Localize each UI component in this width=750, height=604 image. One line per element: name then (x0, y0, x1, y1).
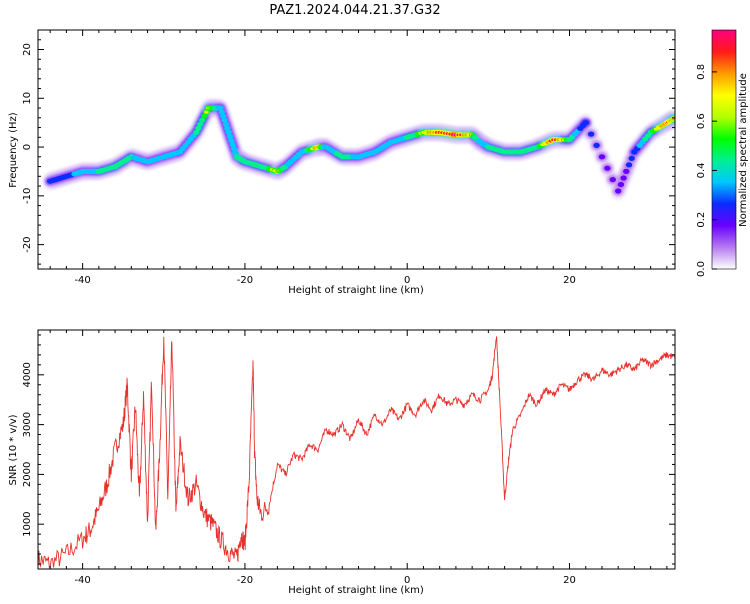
y-tick-label: 2000 (22, 462, 33, 487)
y-tick-label: -10 (22, 188, 33, 204)
spectrogram-panel: -40 -20 0 20 -20 -10 0 10 20 Height of straight … (8, 29, 676, 296)
x-tick-label: 20 (563, 575, 576, 586)
y-tick-label: -20 (22, 236, 33, 252)
x-tick-label: -20 (237, 575, 253, 586)
colorbar-tick-label: 0.8 (696, 64, 707, 80)
spectral-peak-mark (197, 121, 204, 127)
y-tick-label: 1000 (22, 511, 33, 536)
spectral-peak-mark (230, 146, 238, 152)
spectral-peak-mark (615, 188, 622, 194)
spectral-peak-mark (201, 113, 208, 119)
spectral-peak-mark (617, 181, 625, 188)
x-tick-label: 0 (404, 575, 410, 586)
spectrogram-halo (42, 99, 675, 200)
spectral-peak-mark (222, 121, 230, 127)
x-tick-label: -40 (74, 275, 90, 286)
snr-frame (37, 329, 676, 570)
spectral-peak-mark (199, 117, 206, 123)
spectrogram-xlabel: Height of straight line (km) (288, 285, 424, 296)
colorbar-tick-label: 0.6 (696, 113, 707, 129)
x-tick-label: 20 (563, 275, 576, 286)
colorbar-bar (712, 30, 736, 269)
colorbar-label: Normalized spectral amplitude (738, 73, 749, 227)
x-tick-label: -20 (237, 275, 253, 286)
spectral-peak-mark (623, 168, 630, 174)
spectral-peak-mark (620, 175, 627, 181)
spectral-peak-mark (228, 138, 235, 144)
spectral-max-mark (204, 110, 209, 114)
colorbar-tick-label: 0.4 (696, 162, 707, 178)
spectral-peak-mark (217, 105, 224, 111)
y-tick-label: 20 (22, 43, 33, 56)
y-tick-label: 10 (22, 92, 33, 105)
spectral-peak-mark (225, 129, 232, 135)
y-tick-label: 4000 (22, 362, 33, 387)
x-tick-label: -40 (74, 575, 90, 586)
spectrogram-ylabel: Frequency (Hz) (8, 112, 19, 188)
spectral-peak-mark (229, 142, 236, 148)
spectrogram-frame (37, 29, 676, 270)
spectral-peak-mark (625, 162, 633, 168)
colorbar: 0.0 0.2 0.4 0.6 0.8 Normalized spectral ampl… (696, 29, 749, 277)
spectral-peak-mark (193, 129, 200, 135)
colorbar-tick-label: 0.0 (696, 261, 707, 277)
x-tick-label: 0 (404, 275, 410, 286)
snr-ylabel: SNR (10 * v/v) (8, 414, 19, 485)
spectral-peak-mark (224, 125, 231, 131)
spectral-peak-mark (628, 155, 635, 161)
spectrogram-core (47, 105, 675, 194)
snr-xlabel: Height of straight line (km) (288, 585, 424, 596)
spectral-peak-mark (609, 177, 616, 183)
spectral-peak-mark (587, 131, 595, 137)
colorbar-tick-label: 0.2 (696, 212, 707, 228)
spectral-peak-mark (593, 142, 600, 148)
spectral-peak-mark (218, 109, 226, 115)
spectrogram-marks (42, 99, 675, 200)
spectral-peak-mark (195, 125, 202, 131)
colorbar-frame (711, 29, 737, 270)
spectral-peak-mark (221, 117, 228, 123)
spectral-peak-mark (582, 120, 589, 126)
figure-title: PAZ1.2024.044.21.37.G32 (269, 3, 440, 18)
y-tick-label: 3000 (22, 412, 33, 437)
y-tick-label: 0 (22, 144, 33, 150)
spectral-peak-mark (598, 154, 606, 160)
spectral-peak-mark (226, 133, 234, 140)
snr-axes: -40 -20 0 20 1000 2000 3000 4000 (22, 330, 675, 586)
snr-line (38, 336, 675, 569)
snr-panel: -40 -20 0 20 1000 2000 3000 4000 Height of stra… (8, 329, 676, 596)
spectrogram-axes: -40 -20 0 20 -20 -10 0 10 20 (22, 29, 675, 286)
snr-marks (38, 336, 675, 569)
spectral-peak-mark (220, 113, 227, 119)
spectral-peak-mark (232, 150, 239, 156)
colorbar-ticks: 0.0 0.2 0.4 0.6 0.8 (696, 64, 717, 277)
spectral-peak-mark (604, 165, 611, 171)
